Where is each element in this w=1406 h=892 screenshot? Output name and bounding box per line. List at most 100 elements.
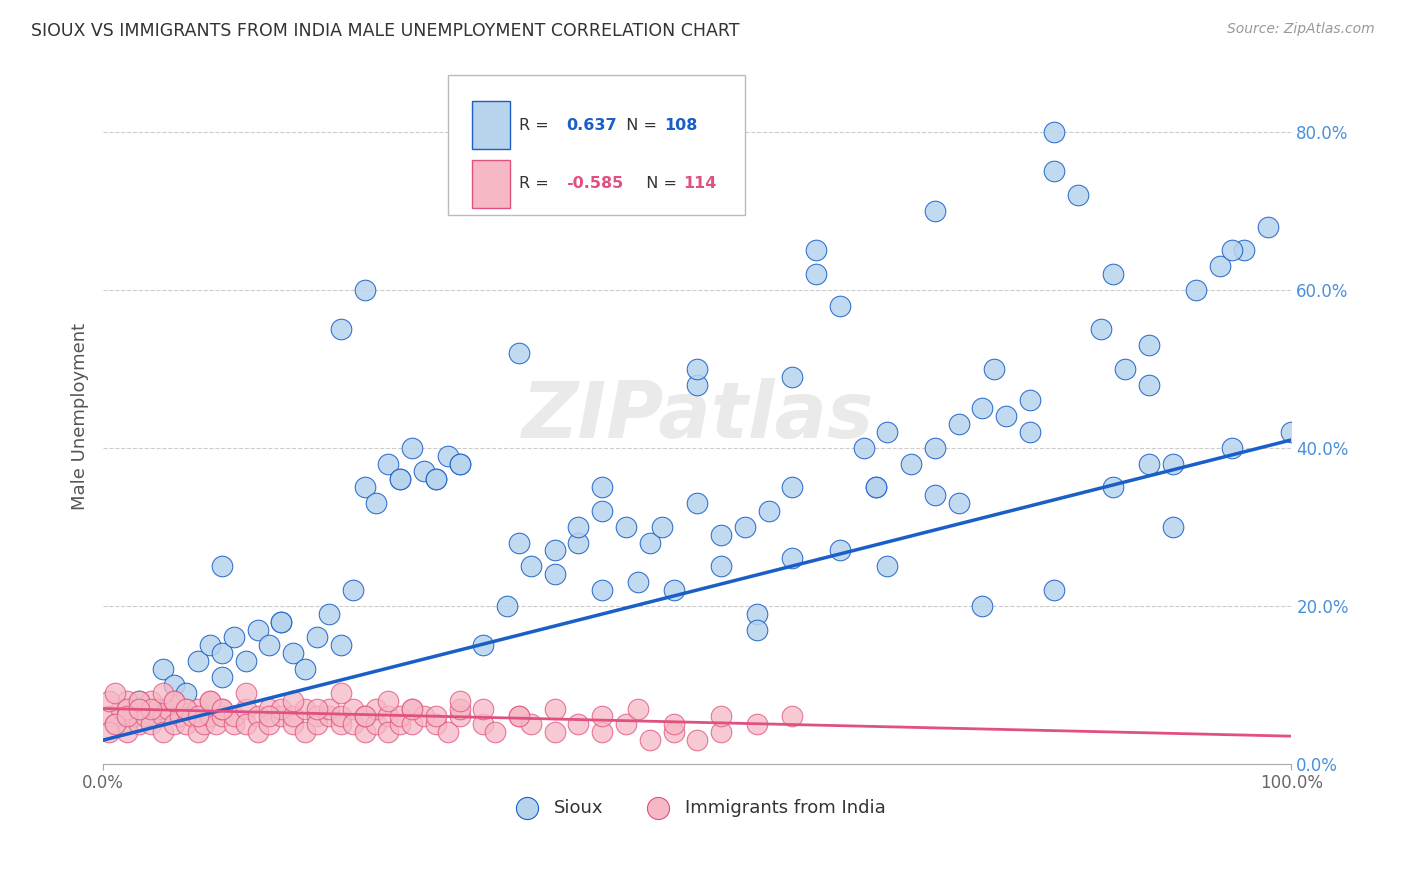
- Point: [686, 377, 709, 392]
- Point: [235, 686, 257, 700]
- Point: [1019, 393, 1042, 408]
- Point: [710, 725, 733, 739]
- Point: [425, 709, 447, 723]
- Point: [176, 686, 198, 700]
- Point: [294, 701, 316, 715]
- Point: [134, 709, 156, 723]
- Point: [377, 725, 399, 739]
- Point: [98, 725, 121, 739]
- Point: [115, 709, 138, 723]
- Point: [157, 701, 180, 715]
- Point: [366, 717, 388, 731]
- Point: [1137, 338, 1160, 352]
- Point: [436, 725, 458, 739]
- Point: [662, 582, 685, 597]
- Point: [283, 646, 305, 660]
- Point: [900, 457, 922, 471]
- Point: [329, 709, 352, 723]
- Point: [187, 709, 209, 723]
- Point: [235, 717, 257, 731]
- Point: [614, 717, 637, 731]
- Point: [710, 559, 733, 574]
- Point: [305, 701, 328, 715]
- Point: [294, 662, 316, 676]
- Point: [176, 717, 198, 731]
- Point: [745, 623, 768, 637]
- Point: [176, 701, 198, 715]
- Point: [401, 701, 423, 715]
- Point: [758, 504, 780, 518]
- Point: [169, 709, 191, 723]
- Point: [782, 709, 804, 723]
- Point: [567, 520, 589, 534]
- Point: [401, 701, 423, 715]
- Point: [342, 701, 364, 715]
- Point: [544, 701, 567, 715]
- Point: [187, 654, 209, 668]
- Point: [804, 244, 827, 258]
- Point: [734, 520, 756, 534]
- Point: [163, 678, 186, 692]
- Point: [804, 267, 827, 281]
- Point: [152, 725, 174, 739]
- Point: [353, 709, 375, 723]
- Point: [342, 717, 364, 731]
- Point: [948, 417, 970, 431]
- Point: [401, 717, 423, 731]
- Point: [198, 693, 221, 707]
- Point: [591, 582, 613, 597]
- Point: [567, 717, 589, 731]
- Point: [591, 725, 613, 739]
- Point: [128, 693, 150, 707]
- Point: [1161, 457, 1184, 471]
- Point: [1090, 322, 1112, 336]
- Point: [782, 551, 804, 566]
- Point: [1161, 520, 1184, 534]
- Point: [152, 686, 174, 700]
- Point: [318, 709, 340, 723]
- Point: [782, 369, 804, 384]
- Text: Source: ZipAtlas.com: Source: ZipAtlas.com: [1227, 22, 1375, 37]
- Text: R =: R =: [519, 118, 554, 133]
- Point: [222, 631, 245, 645]
- Point: [865, 480, 887, 494]
- Point: [139, 701, 162, 715]
- Point: [972, 401, 994, 416]
- Point: [1066, 188, 1088, 202]
- Point: [98, 693, 121, 707]
- Point: [484, 725, 506, 739]
- Point: [472, 701, 495, 715]
- Point: [924, 441, 946, 455]
- Point: [259, 717, 281, 731]
- Point: [198, 693, 221, 707]
- Point: [270, 615, 292, 629]
- Point: [1042, 582, 1064, 597]
- Point: [983, 361, 1005, 376]
- Point: [329, 717, 352, 731]
- Point: [121, 709, 143, 723]
- Text: N =: N =: [616, 118, 662, 133]
- Text: 108: 108: [664, 118, 697, 133]
- Point: [128, 717, 150, 731]
- Point: [115, 701, 138, 715]
- Point: [389, 717, 412, 731]
- Point: [508, 709, 530, 723]
- Text: SIOUX VS IMMIGRANTS FROM INDIA MALE UNEMPLOYMENT CORRELATION CHART: SIOUX VS IMMIGRANTS FROM INDIA MALE UNEM…: [31, 22, 740, 40]
- Point: [235, 654, 257, 668]
- Point: [366, 496, 388, 510]
- Point: [235, 701, 257, 715]
- Point: [377, 693, 399, 707]
- Point: [366, 701, 388, 715]
- Point: [496, 599, 519, 613]
- Text: R =: R =: [519, 177, 554, 192]
- Point: [544, 567, 567, 582]
- Point: [211, 559, 233, 574]
- Point: [139, 717, 162, 731]
- Point: [342, 582, 364, 597]
- Point: [389, 709, 412, 723]
- Point: [270, 701, 292, 715]
- Point: [1019, 425, 1042, 439]
- Point: [1220, 244, 1243, 258]
- Point: [329, 686, 352, 700]
- Legend: Sioux, Immigrants from India: Sioux, Immigrants from India: [502, 792, 893, 824]
